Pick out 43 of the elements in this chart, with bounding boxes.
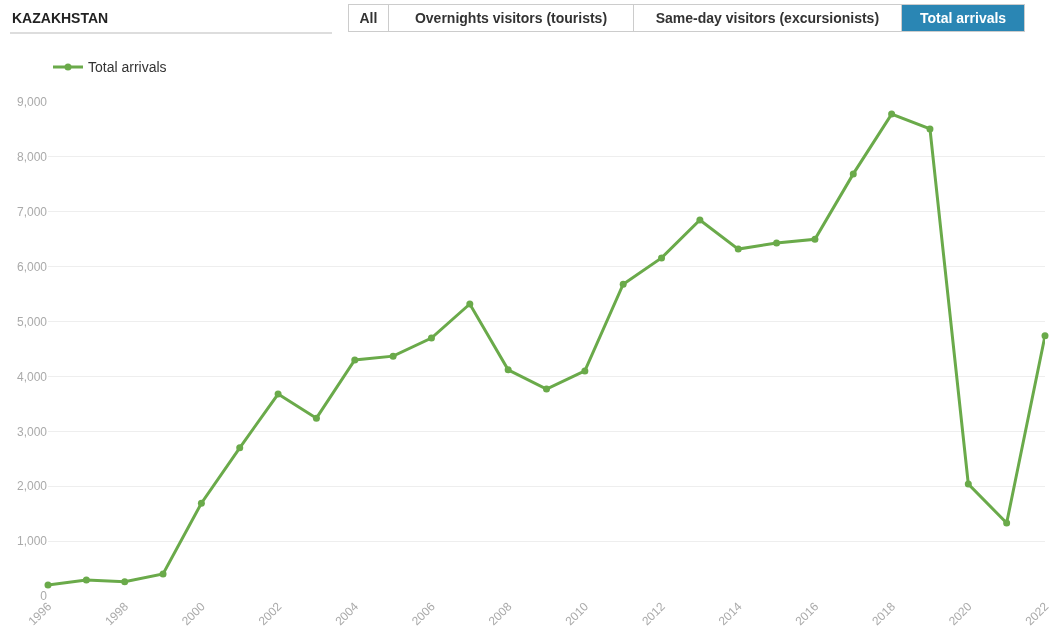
text: All	[359, 10, 378, 26]
point	[197, 499, 205, 507]
y-tick-label: 6,000	[16, 259, 48, 274]
point	[44, 581, 52, 589]
point	[427, 334, 435, 342]
y-tick-label: 5,000	[16, 314, 48, 329]
y-tick-label: 7,000	[16, 204, 48, 219]
point	[236, 444, 244, 452]
point	[504, 366, 512, 374]
point	[351, 356, 359, 364]
y-tick-label: 0	[40, 589, 48, 604]
point	[964, 480, 972, 488]
y-tick-label: 4,000	[16, 369, 48, 384]
y-tick-label: 3,000	[16, 424, 48, 439]
y-tick-label: 1,000	[16, 534, 48, 549]
y-tick-label: 9,000	[16, 95, 48, 110]
point	[581, 367, 589, 375]
text: Overnights visitors (tourists)	[414, 10, 608, 26]
point	[274, 390, 282, 398]
point	[121, 578, 129, 586]
point	[82, 576, 90, 584]
point	[658, 254, 666, 262]
text: KAZAKHSTAN	[12, 10, 109, 26]
point	[389, 352, 397, 360]
point	[773, 239, 781, 247]
point	[1003, 519, 1011, 527]
point	[1041, 332, 1049, 340]
legend-label: Total arrivals	[88, 59, 167, 76]
y-tick-label: 8,000	[16, 150, 48, 165]
point	[543, 385, 550, 393]
text: Total arrivals	[920, 10, 1007, 26]
point	[159, 570, 167, 578]
y-tick-label: 2,000	[16, 479, 48, 494]
point	[811, 235, 819, 243]
text: Same-day visitors (excursionists)	[655, 10, 880, 26]
point	[926, 125, 934, 133]
point	[734, 245, 742, 253]
point	[888, 110, 896, 118]
point	[619, 280, 627, 288]
point	[466, 300, 474, 308]
point	[849, 170, 857, 178]
point	[696, 216, 704, 224]
point	[312, 414, 320, 422]
